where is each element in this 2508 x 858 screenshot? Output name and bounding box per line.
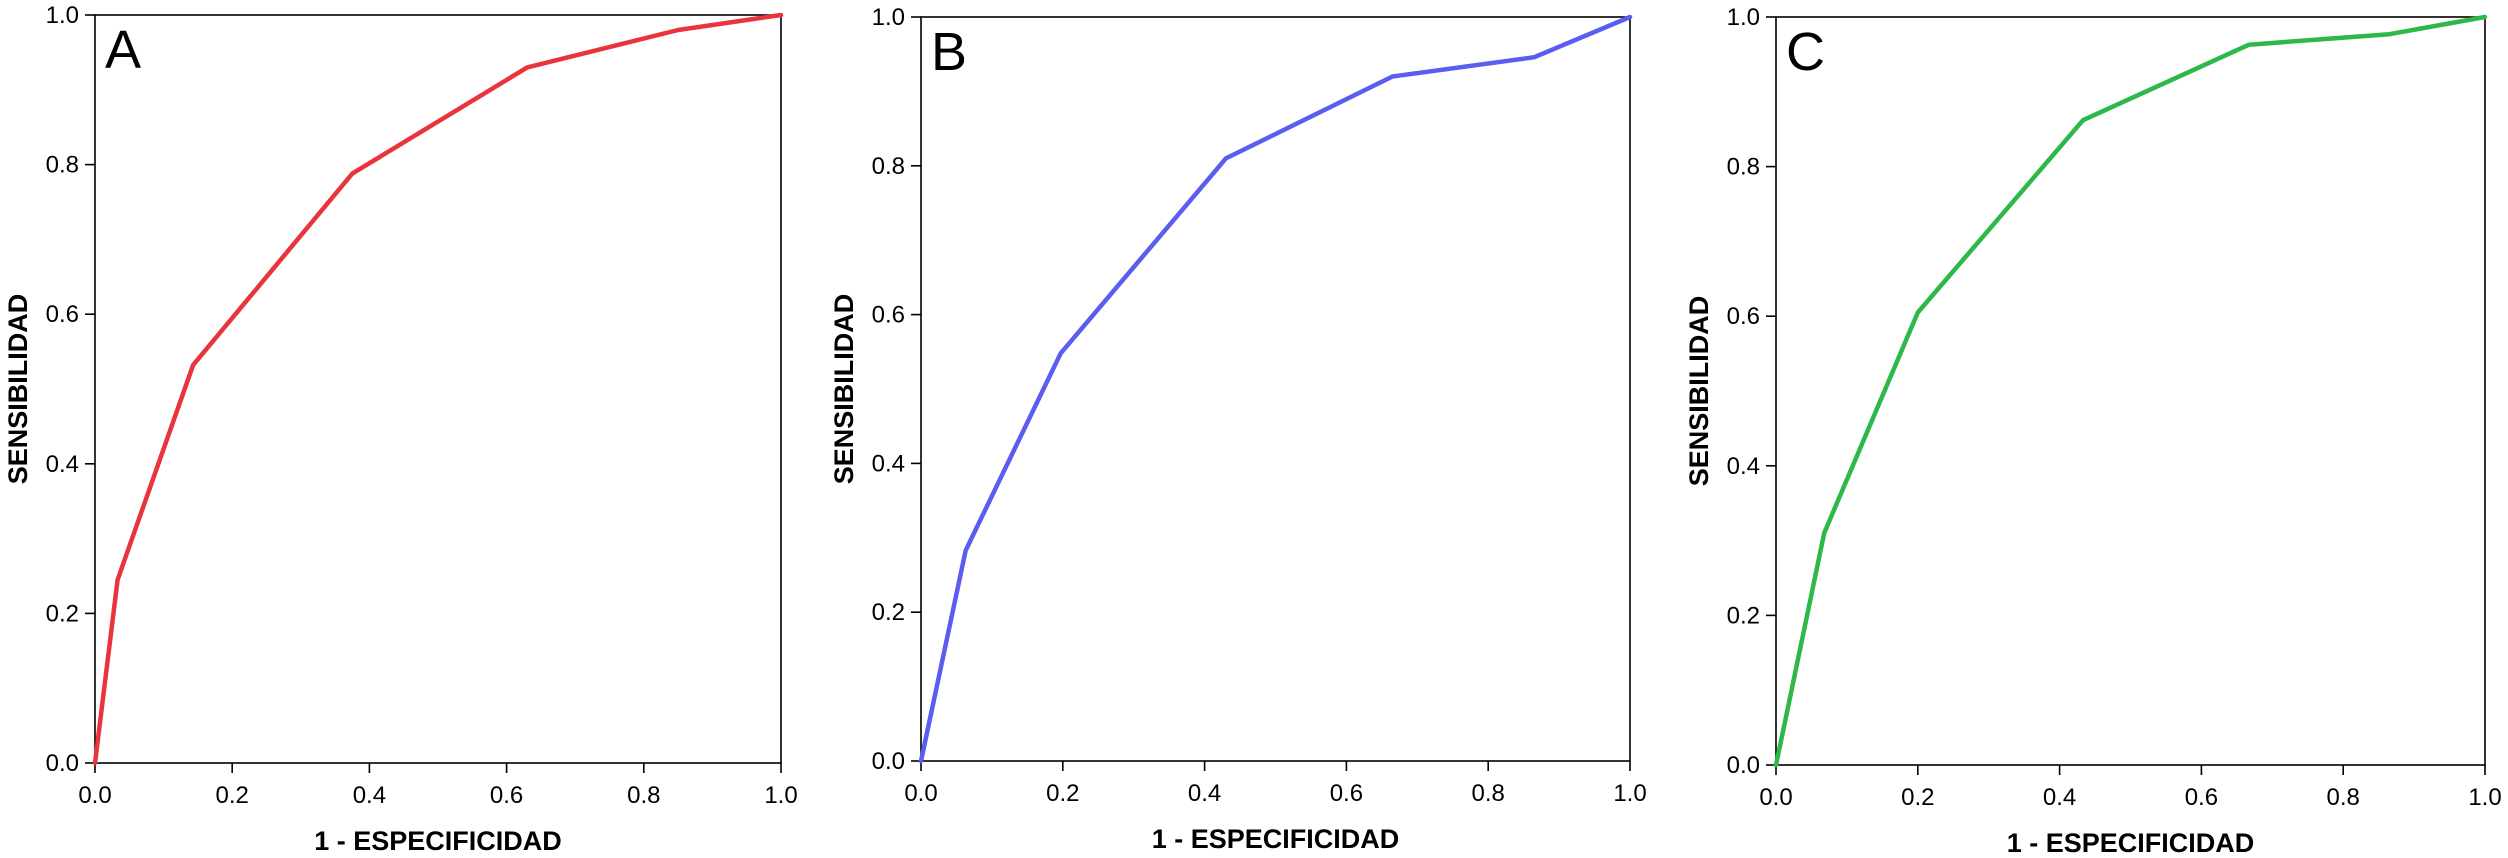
y-tick-label: 0.8 <box>46 152 79 179</box>
roc-curve-line <box>918 14 1633 764</box>
y-tick-label: 0.2 <box>1727 602 1760 629</box>
plot-frame <box>94 14 782 764</box>
panel-letter: A <box>105 20 141 80</box>
x-tick-label: 1.0 <box>2468 784 2501 811</box>
y-tick-label: 0.4 <box>872 450 905 477</box>
roc-curve-line <box>1773 14 2488 768</box>
x-tick-label: 0.0 <box>78 782 111 809</box>
y-tick-label: 0.2 <box>872 599 905 626</box>
panel-letter: C <box>1786 22 1825 82</box>
roc-panel-b: 0.0 0.2 0.4 0.6 0.8 1.0 0.0 0.2 0.4 0.6 0.8 1.0 1 - … <box>829 4 1647 854</box>
y-tick-label: 0.0 <box>46 750 79 777</box>
y-tick-label: 1.0 <box>46 2 79 29</box>
x-tick-label: 0.6 <box>2185 784 2218 811</box>
x-tick-label: 0.2 <box>1046 780 1079 807</box>
plot-frame <box>1775 16 2486 766</box>
x-tick-label: 1.0 <box>764 782 797 809</box>
y-tick-label: 0.8 <box>1727 154 1760 181</box>
x-tick-label: 0.4 <box>353 782 386 809</box>
x-tick-label: 0.0 <box>1759 784 1792 811</box>
y-tick-label: 1.0 <box>1727 4 1760 31</box>
x-tick-label: 1.0 <box>1613 780 1646 807</box>
roc-curve-line <box>92 12 784 766</box>
y-tick-label: 0.8 <box>872 153 905 180</box>
y-axis-label: SENSIBILIDAD <box>1684 296 1714 487</box>
roc-panel-a: 0.0 0.2 0.4 0.6 0.8 1.0 0.0 0.2 0.4 0.6 0.8 1.0 1 - … <box>3 2 798 856</box>
y-tick-label: 0.4 <box>46 451 79 478</box>
x-tick-label: 0.2 <box>216 782 249 809</box>
y-axis-label: SENSIBILIDAD <box>3 294 33 485</box>
y-tick-label: 0.2 <box>46 600 79 627</box>
y-axis-label: SENSIBILIDAD <box>829 294 859 485</box>
x-axis-label: 1 - ESPECIFICIDAD <box>2007 828 2255 858</box>
plot-frame <box>920 16 1631 762</box>
x-tick-label: 0.0 <box>904 780 937 807</box>
y-tick-label: 0.0 <box>872 748 905 775</box>
roc-panel-c: 0.0 0.2 0.4 0.6 0.8 1.0 0.0 0.2 0.4 0.6 0.8 1.0 1 - … <box>1684 4 2502 858</box>
y-tick-label: 0.6 <box>872 302 905 329</box>
x-tick-label: 0.2 <box>1901 784 1934 811</box>
x-tick-label: 0.4 <box>1188 780 1221 807</box>
panel-letter: B <box>931 22 967 82</box>
y-tick-label: 0.6 <box>46 301 79 328</box>
x-tick-label: 0.4 <box>2043 784 2076 811</box>
x-axis-label: 1 - ESPECIFICIDAD <box>314 826 562 856</box>
y-tick-label: 0.4 <box>1727 453 1760 480</box>
x-tick-label: 0.6 <box>1330 780 1363 807</box>
y-tick-label: 0.0 <box>1727 752 1760 779</box>
x-tick-label: 0.8 <box>2327 784 2360 811</box>
x-tick-label: 0.6 <box>490 782 523 809</box>
x-tick-label: 0.8 <box>1472 780 1505 807</box>
y-tick-label: 1.0 <box>872 4 905 31</box>
x-axis-label: 1 - ESPECIFICIDAD <box>1152 824 1400 854</box>
y-tick-label: 0.6 <box>1727 303 1760 330</box>
x-tick-label: 0.8 <box>627 782 660 809</box>
